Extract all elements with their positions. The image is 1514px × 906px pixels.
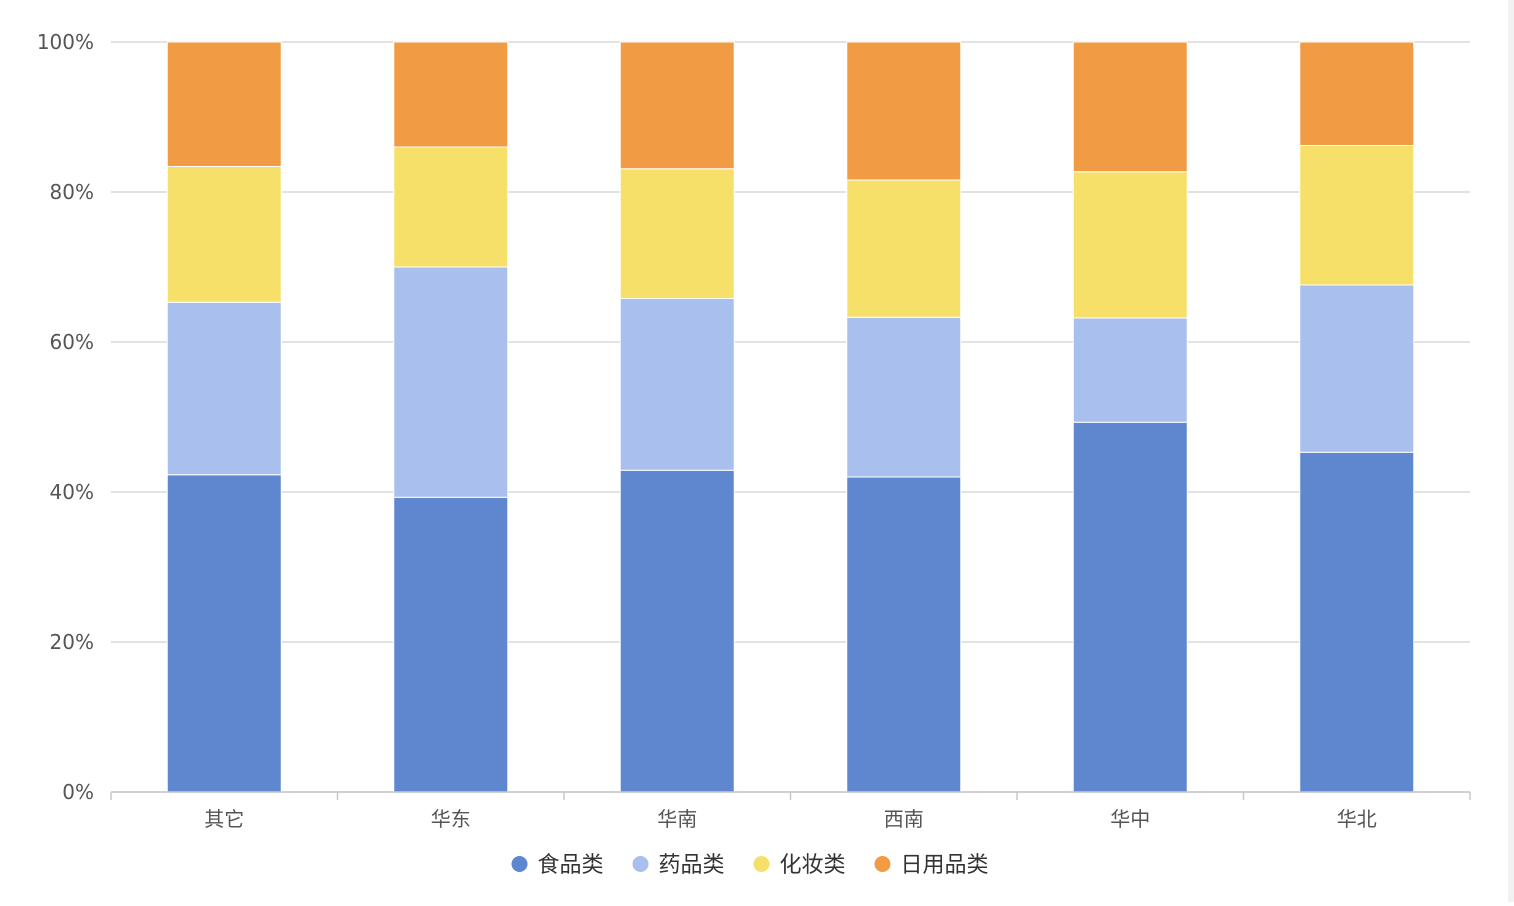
bar-segment[interactable] (619, 469, 735, 793)
x-tick-label: 其它 (204, 807, 244, 831)
bar-segment[interactable] (166, 474, 282, 793)
scrollbar-track (1508, 0, 1514, 902)
x-tick-label: 华中 (1110, 807, 1150, 831)
bar-segment[interactable] (166, 41, 282, 167)
grid-lines (111, 41, 1470, 793)
x-tick-label: 华南 (657, 807, 697, 831)
legend-label: 药品类 (659, 853, 725, 878)
bar-segment[interactable] (619, 41, 735, 170)
x-tick-label: 华北 (1337, 807, 1377, 831)
bar-segment[interactable] (846, 179, 962, 318)
bar-segment[interactable] (1072, 41, 1188, 173)
y-tick-label: 20% (50, 630, 94, 654)
bar-segment[interactable] (393, 146, 509, 268)
bar-segment[interactable] (166, 301, 282, 476)
bar-segment[interactable] (1072, 317, 1188, 423)
bar-segment[interactable] (1072, 171, 1188, 319)
legend-marker (753, 856, 770, 872)
legend-marker (874, 856, 891, 872)
x-tick-label: 华东 (431, 807, 471, 831)
y-axis-tick-labels: 0% 20% 40% 60% 80% 100% (37, 30, 94, 804)
bar-segment[interactable] (846, 316, 962, 478)
bar-segment[interactable] (393, 496, 509, 793)
bar-segment[interactable] (1299, 451, 1415, 793)
legend-item[interactable]: 日用品类 (874, 853, 989, 878)
legend-item[interactable]: 化妆类 (753, 853, 846, 878)
legend-label: 食品类 (538, 853, 604, 878)
y-tick-label: 60% (50, 330, 94, 354)
legend-label: 日用品类 (901, 853, 989, 878)
legend: 食品类 药品类 化妆类 日用品类 (511, 853, 989, 878)
legend-item[interactable]: 食品类 (511, 853, 604, 878)
bar-segment[interactable] (166, 166, 282, 303)
legend-label: 化妆类 (780, 853, 846, 878)
x-axis-tick-labels: 其它 华东 华南 西南 华中 华北 (204, 807, 1377, 831)
bar-segment[interactable] (846, 41, 962, 181)
bar-segment[interactable] (619, 298, 735, 471)
legend-item[interactable]: 药品类 (632, 853, 725, 878)
x-tick-label: 西南 (884, 807, 924, 831)
bars (166, 41, 1415, 793)
y-tick-label: 0% (62, 780, 94, 804)
legend-marker (511, 856, 528, 872)
y-tick-label: 80% (50, 180, 94, 204)
bar-segment[interactable] (1072, 421, 1188, 793)
legend-marker (632, 856, 649, 872)
y-tick-label: 40% (50, 480, 94, 504)
bar-segment[interactable] (393, 266, 509, 498)
x-axis (110, 791, 1471, 800)
bar-segment[interactable] (619, 168, 735, 299)
bar-segment[interactable] (1299, 284, 1415, 453)
bar-segment[interactable] (393, 41, 509, 148)
y-tick-label: 100% (37, 30, 94, 54)
bar-segment[interactable] (846, 476, 962, 793)
bar-segment[interactable] (1299, 145, 1415, 286)
bar-segment[interactable] (1299, 41, 1415, 146)
